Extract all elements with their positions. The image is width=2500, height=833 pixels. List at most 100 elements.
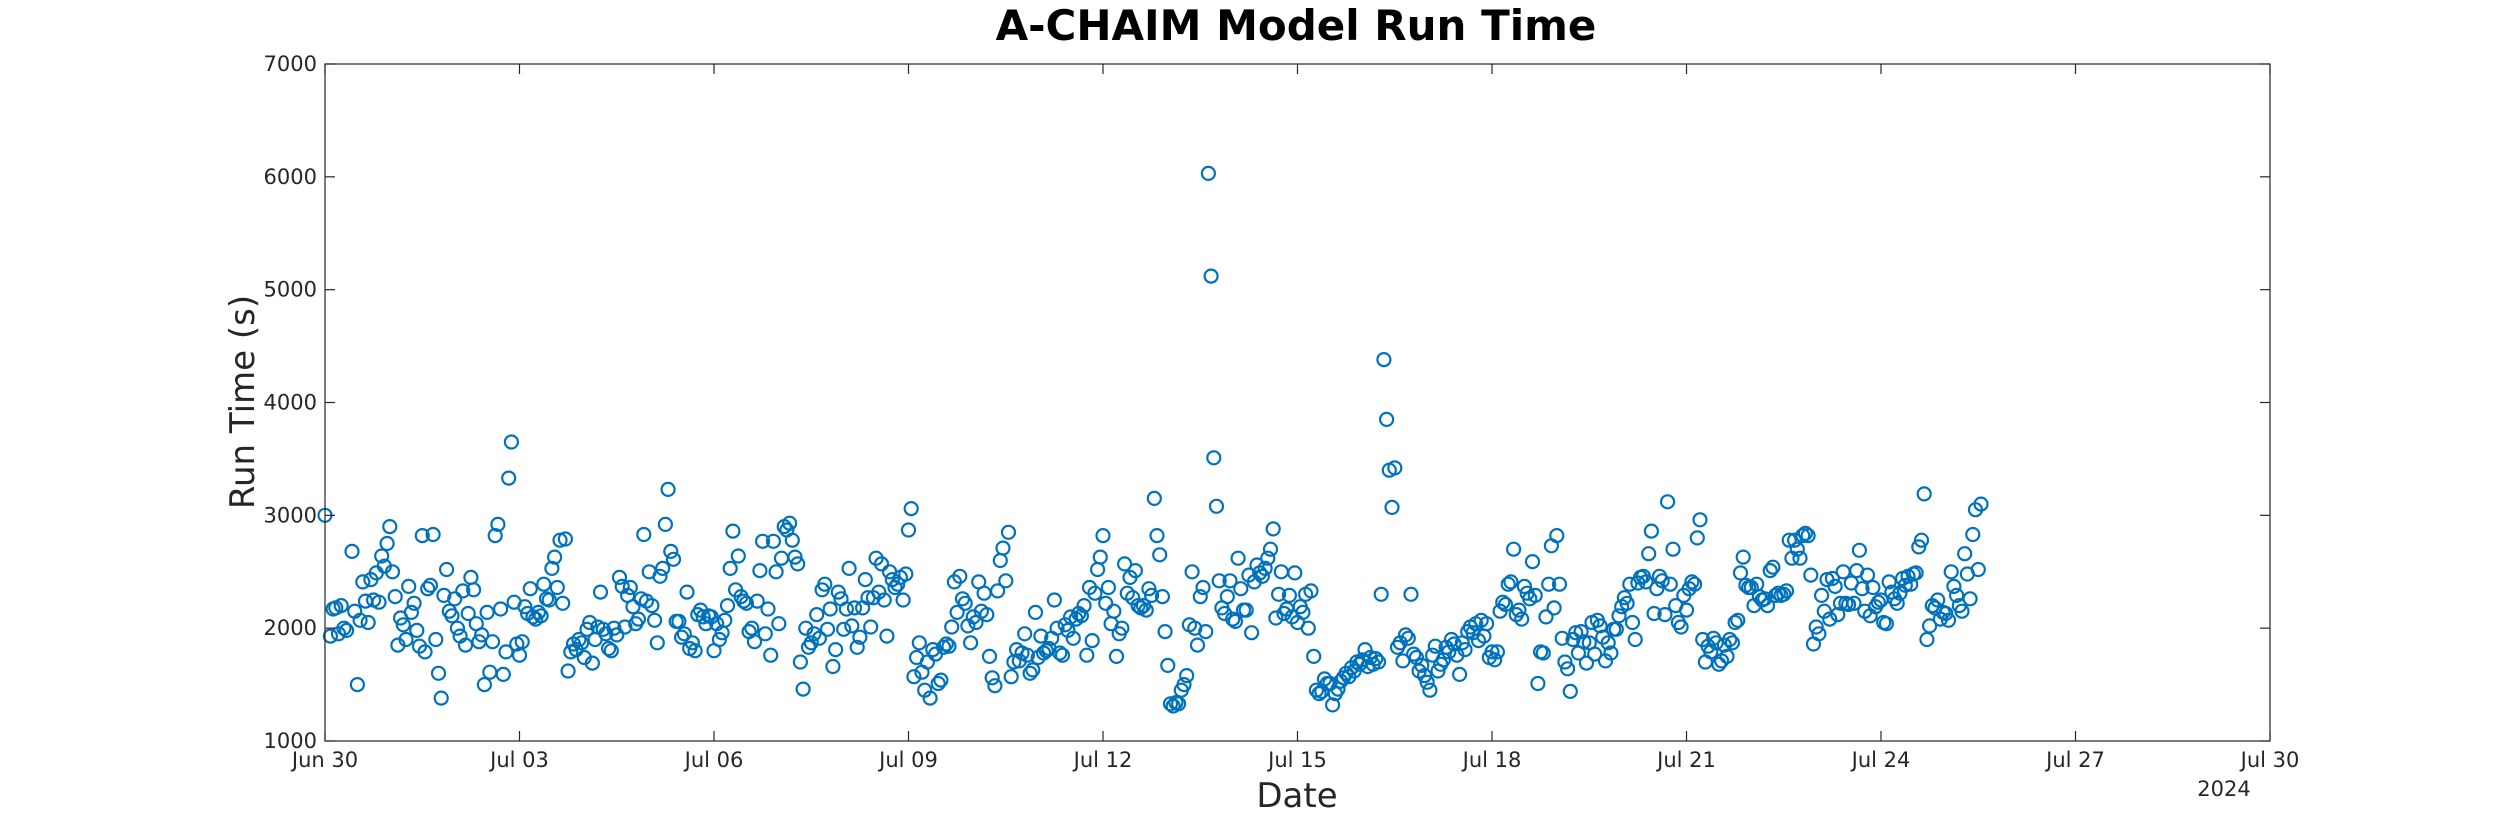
data-point	[784, 532, 800, 548]
data-point	[379, 535, 395, 552]
data-point	[719, 597, 736, 614]
data-point	[933, 672, 949, 688]
data-point	[787, 549, 803, 565]
data-point	[1422, 682, 1438, 698]
data-point	[333, 597, 349, 614]
data-point	[1827, 578, 1843, 595]
data-point	[322, 628, 338, 644]
data-point	[1546, 600, 1562, 616]
data-point	[1306, 648, 1322, 665]
data-point	[503, 434, 519, 450]
data-point	[1370, 654, 1387, 670]
data-point	[1397, 627, 1414, 643]
data-point	[636, 526, 652, 543]
data-point	[460, 605, 476, 622]
data-point	[1087, 585, 1103, 601]
data-point	[428, 631, 444, 648]
data-point	[344, 543, 360, 560]
data-point	[1643, 523, 1660, 539]
data-point	[1503, 574, 1519, 590]
data-point	[1538, 609, 1554, 625]
data-point	[1759, 597, 1776, 614]
data-point	[1878, 616, 1895, 632]
data-point	[1940, 612, 1957, 628]
data-point	[895, 592, 911, 608]
data-point	[1146, 490, 1162, 506]
y-tick-label: 4000	[264, 391, 317, 415]
data-point	[406, 595, 422, 611]
data-point	[730, 548, 746, 564]
data-point	[927, 646, 944, 662]
data-point	[1414, 657, 1430, 674]
data-point	[401, 578, 417, 595]
data-point	[679, 584, 695, 600]
data-point	[1203, 268, 1219, 284]
data-point	[1362, 649, 1379, 666]
data-point	[1662, 576, 1678, 592]
data-point	[1527, 587, 1543, 604]
data-point	[1189, 637, 1206, 653]
data-point	[579, 621, 595, 637]
data-point	[1419, 674, 1435, 690]
data-point	[987, 678, 1003, 694]
data-point	[671, 613, 687, 630]
data-point	[1792, 550, 1808, 566]
data-point	[903, 501, 919, 517]
data-point	[989, 583, 1006, 599]
data-point	[890, 576, 906, 592]
data-point	[1484, 644, 1500, 660]
data-point	[1530, 675, 1546, 692]
data-point	[546, 549, 563, 565]
data-point	[1732, 565, 1749, 581]
data-point	[1022, 665, 1038, 681]
data-point	[1568, 625, 1584, 641]
data-point	[1149, 527, 1165, 544]
data-point	[1776, 586, 1792, 602]
data-point	[1557, 654, 1573, 670]
data-point	[781, 515, 798, 531]
data-point	[455, 583, 471, 599]
data-point	[1865, 579, 1881, 596]
data-point	[941, 638, 957, 654]
data-point	[1813, 587, 1830, 604]
data-point	[1587, 646, 1603, 662]
data-point	[1908, 565, 1924, 581]
data-point	[773, 550, 790, 566]
data-point	[573, 635, 590, 651]
data-point	[898, 566, 914, 582]
data-point	[384, 564, 401, 580]
data-point	[841, 560, 857, 577]
data-point	[1921, 618, 1938, 634]
data-point	[1708, 635, 1724, 651]
data-point	[1911, 539, 1927, 555]
data-point	[1092, 549, 1108, 565]
data-point	[1659, 494, 1676, 510]
data-point	[1824, 570, 1841, 587]
data-point	[1638, 574, 1654, 590]
data-point	[1219, 588, 1235, 605]
data-point	[1025, 662, 1041, 678]
data-point	[1808, 619, 1824, 635]
data-point	[603, 643, 619, 659]
data-point	[1870, 594, 1886, 610]
data-point	[1052, 645, 1068, 661]
data-point	[584, 655, 601, 671]
data-point	[514, 634, 530, 650]
data-point	[457, 637, 474, 653]
data-point	[1073, 608, 1090, 624]
data-point	[1514, 611, 1530, 627]
x-tick-label: Jul 18	[1461, 748, 1522, 772]
data-point	[555, 595, 571, 611]
data-point	[1795, 527, 1811, 544]
data-point	[711, 631, 728, 648]
data-point	[754, 533, 771, 549]
data-point	[422, 577, 438, 593]
data-point	[1930, 592, 1946, 608]
data-point	[1962, 591, 1978, 607]
x-tick-label: Jul 21	[1655, 748, 1716, 772]
x-tick-label: Jul 03	[488, 748, 549, 772]
data-point	[1646, 605, 1662, 622]
data-point	[919, 654, 936, 670]
data-point	[1957, 546, 1973, 562]
data-point	[609, 627, 625, 643]
